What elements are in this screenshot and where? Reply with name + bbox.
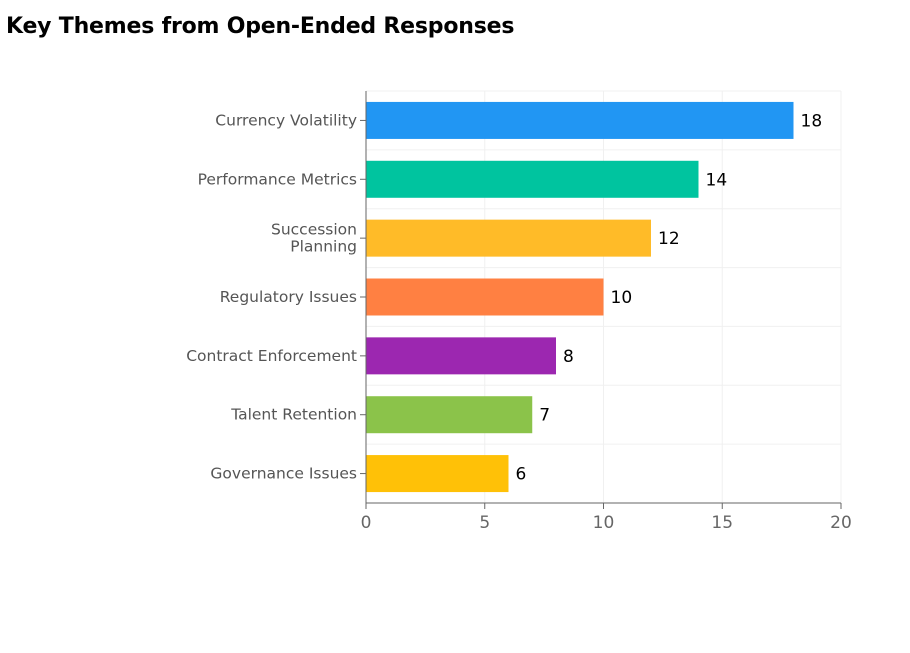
category-label: Succession Planning — [271, 221, 357, 256]
data-label: 12 — [658, 229, 680, 249]
data-label: 14 — [706, 170, 728, 190]
data-label: 7 — [539, 406, 550, 426]
bar — [366, 278, 604, 316]
category-label: Regulatory Issues — [220, 288, 357, 306]
labels: 18 14 12 10 8 7 6 0 5 10 15 20 Currency Volatility Pe… — [186, 111, 852, 533]
data-label: 10 — [611, 288, 633, 308]
data-label: 6 — [516, 465, 527, 485]
bars — [366, 101, 794, 493]
x-tick-label: 0 — [361, 513, 372, 533]
data-label: 8 — [563, 347, 574, 367]
data-label: 18 — [801, 111, 823, 131]
x-tick-label: 15 — [711, 513, 733, 533]
chart-title: Key Themes from Open-Ended Responses — [6, 14, 515, 39]
bar — [366, 396, 533, 434]
axes — [360, 91, 842, 509]
x-tick-label: 20 — [830, 513, 852, 533]
category-label: Currency Volatility — [215, 111, 357, 129]
category-label: Performance Metrics — [198, 170, 357, 188]
bar — [366, 455, 509, 493]
bar — [366, 337, 556, 375]
x-tick-label: 10 — [593, 513, 615, 533]
bar — [366, 219, 651, 257]
category-label: Governance Issues — [210, 465, 357, 483]
category-label: Contract Enforcement — [186, 347, 357, 365]
category-label: Talent Retention — [230, 406, 357, 424]
bar — [366, 160, 699, 198]
x-tick-label: 5 — [479, 513, 490, 533]
bar — [366, 101, 794, 139]
